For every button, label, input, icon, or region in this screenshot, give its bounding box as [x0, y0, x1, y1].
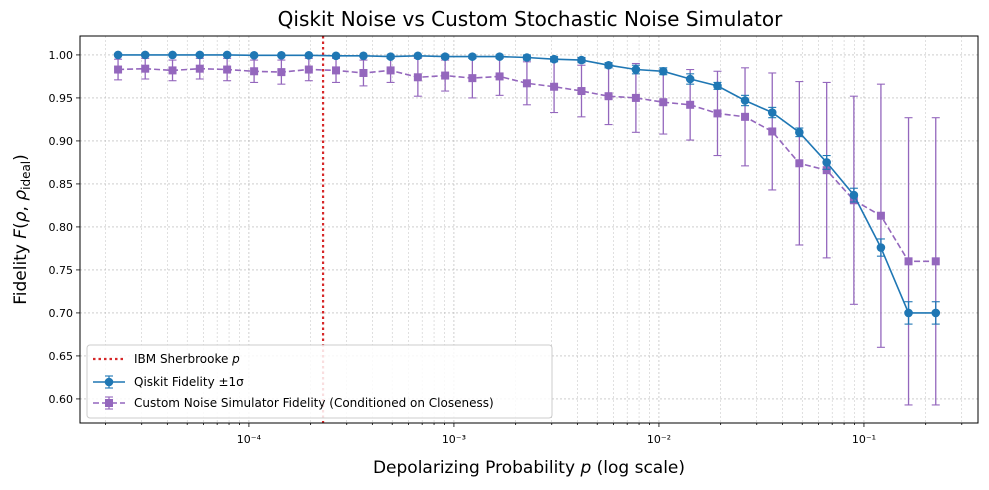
data-point [413, 73, 422, 82]
x-tick-label: 10⁻² [647, 433, 671, 446]
data-point [331, 51, 341, 61]
grid [80, 36, 978, 423]
data-point [549, 54, 559, 64]
legend-box [86, 344, 553, 419]
data-point [386, 66, 395, 75]
x-tick-label: 10⁻¹ [852, 433, 876, 446]
data-point [931, 308, 941, 318]
data-point [577, 87, 586, 96]
data-point [250, 67, 259, 76]
data-point [740, 96, 750, 105]
data-point [359, 68, 368, 77]
legend-label-qiskit: Qiskit Fidelity ±1σ [134, 375, 244, 389]
x-axis-title: Depolarizing Probability p (log scale) [373, 458, 685, 478]
data-point [113, 50, 123, 60]
y-tick-label: 1.00 [49, 49, 74, 62]
legend: IBM Sherbrooke p Qiskit Fidelity ±1σ Custo… [86, 344, 553, 419]
legend-swatch-custom [93, 396, 125, 410]
data-point [822, 166, 831, 175]
data-point [168, 66, 177, 75]
y-tick-label: 0.65 [49, 350, 74, 363]
data-point [277, 51, 286, 60]
y-tick-label: 0.90 [49, 135, 74, 148]
data-point [495, 72, 504, 81]
data-point [223, 65, 232, 74]
data-point [550, 82, 559, 91]
data-point [604, 60, 613, 70]
data-point [931, 257, 940, 266]
data-point [768, 127, 777, 136]
legend-swatch-marker [105, 399, 113, 407]
data-point [577, 55, 586, 65]
y-tick-label: 0.70 [49, 307, 74, 320]
legend-label-custom: Custom Noise Simulator Fidelity (Conditi… [134, 396, 494, 410]
data-point [413, 51, 423, 61]
data-point [141, 64, 150, 73]
legend-swatch-qiskit [93, 375, 125, 389]
data-point [849, 190, 859, 200]
data-point [686, 100, 695, 109]
data-point [359, 51, 368, 61]
chart-title: Qiskit Noise vs Custom Stochastic Noise … [278, 7, 783, 31]
series-layer [113, 50, 941, 406]
data-point [876, 243, 886, 252]
plot-frame [79, 35, 979, 424]
x-tick-label: 10⁻³ [442, 433, 466, 446]
data-point [114, 65, 123, 74]
data-point [631, 93, 640, 102]
data-point [741, 112, 750, 121]
legend-swatch-marker [104, 377, 114, 387]
axes: 0.60 0.65 0.70 0.75 0.80 0.85 0.90 0.95 1.00 10⁻⁴… [49, 49, 963, 446]
data-point [659, 98, 668, 107]
data-point [522, 53, 532, 62]
y-tick-label: 0.75 [49, 264, 74, 277]
data-point [767, 108, 777, 117]
y-tick-label: 0.95 [49, 92, 74, 105]
series-qiskit [113, 50, 941, 325]
data-point [904, 308, 913, 318]
y-tick-label: 0.85 [49, 178, 74, 191]
data-point [195, 64, 204, 73]
data-point [441, 71, 450, 80]
data-point [495, 52, 504, 61]
data-point [249, 51, 259, 60]
y-tick-label: 0.60 [49, 393, 74, 406]
y-tick-label: 0.80 [49, 221, 74, 234]
data-point [822, 158, 831, 167]
data-point [876, 211, 885, 220]
data-point [658, 66, 668, 76]
data-point [522, 79, 531, 88]
legend-label-ibm: IBM Sherbrooke p [134, 352, 240, 366]
x-tick-label: 10⁻⁴ [237, 433, 262, 446]
data-point [468, 74, 477, 83]
y-axis-title: Fidelity F(ρ, ρideal) [11, 154, 33, 305]
data-point [904, 257, 913, 266]
data-point [604, 92, 613, 101]
data-point [277, 68, 286, 77]
data-point [168, 50, 177, 60]
data-point [195, 50, 205, 60]
data-point [685, 74, 695, 84]
data-point [222, 50, 232, 60]
data-point [304, 51, 314, 60]
data-point [304, 65, 313, 74]
data-point [713, 109, 722, 118]
data-point [795, 128, 804, 137]
series-custom [114, 56, 940, 406]
data-point [713, 81, 722, 91]
data-point [140, 50, 150, 60]
data-point [468, 52, 477, 61]
data-point [386, 52, 395, 61]
data-point [440, 52, 450, 61]
data-point [631, 65, 641, 74]
data-point [795, 159, 804, 168]
data-point [332, 66, 341, 75]
